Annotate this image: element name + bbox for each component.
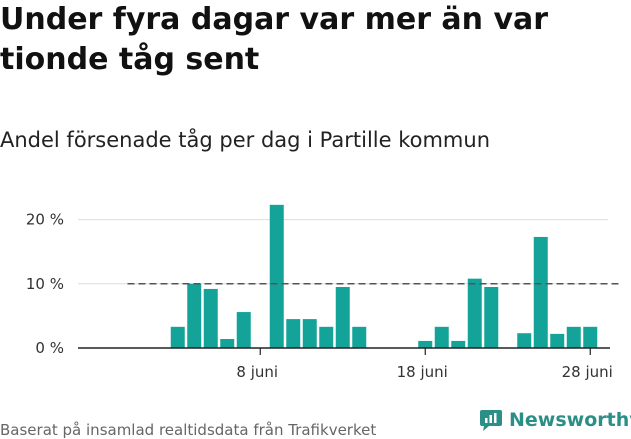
bar-day-27 bbox=[566, 326, 581, 348]
axes: 0 % 10 % 20 % 8 juni 18 juni 28 juni bbox=[26, 211, 613, 381]
bar-day-18 bbox=[418, 340, 433, 348]
bar-day-21 bbox=[467, 278, 482, 348]
x-tick-label: 18 juni bbox=[397, 363, 448, 381]
newsworthy-brand-name: Newsworthy bbox=[509, 409, 631, 431]
bar-chart: 0 % 10 % 20 % 8 juni 18 juni 28 juni bbox=[26, 204, 620, 381]
bar-day-22 bbox=[484, 287, 499, 348]
y-tick-label: 20 % bbox=[26, 211, 64, 229]
chart-title: Under fyra dagar var mer än var tionde t… bbox=[0, 2, 549, 77]
bar-day-13 bbox=[335, 287, 350, 348]
bar-day-12 bbox=[319, 326, 334, 348]
bar-day-10 bbox=[286, 319, 301, 348]
bar-day-20 bbox=[451, 340, 466, 348]
bar-day-3 bbox=[170, 326, 185, 348]
bar-day-24 bbox=[517, 333, 532, 348]
y-tick-label: 10 % bbox=[26, 275, 64, 293]
bar-day-19 bbox=[434, 326, 449, 348]
y-tick-label: 0 % bbox=[35, 339, 64, 357]
bar-day-26 bbox=[550, 333, 565, 348]
x-tick-label: 8 juni bbox=[236, 363, 278, 381]
bar-day-25 bbox=[533, 236, 548, 348]
bar-day-14 bbox=[352, 326, 367, 348]
x-tick-label: 28 juni bbox=[562, 363, 613, 381]
source-note: Baserat på insamlad realtidsdata från Tr… bbox=[0, 421, 377, 439]
bar-day-9 bbox=[269, 204, 284, 348]
newsworthy-logo-icon bbox=[480, 410, 502, 431]
bar-day-5 bbox=[203, 288, 218, 348]
bar-day-4 bbox=[187, 283, 202, 348]
bar-day-7 bbox=[236, 312, 251, 348]
chart-subtitle: Andel försenade tåg per dag i Partille k… bbox=[0, 128, 491, 152]
bar-day-6 bbox=[220, 339, 235, 348]
bar-day-28 bbox=[583, 326, 598, 348]
bars bbox=[170, 204, 598, 348]
gridlines bbox=[78, 219, 608, 285]
newsworthy-logo[interactable]: Newsworthy bbox=[478, 407, 631, 433]
bar-day-11 bbox=[302, 319, 317, 348]
